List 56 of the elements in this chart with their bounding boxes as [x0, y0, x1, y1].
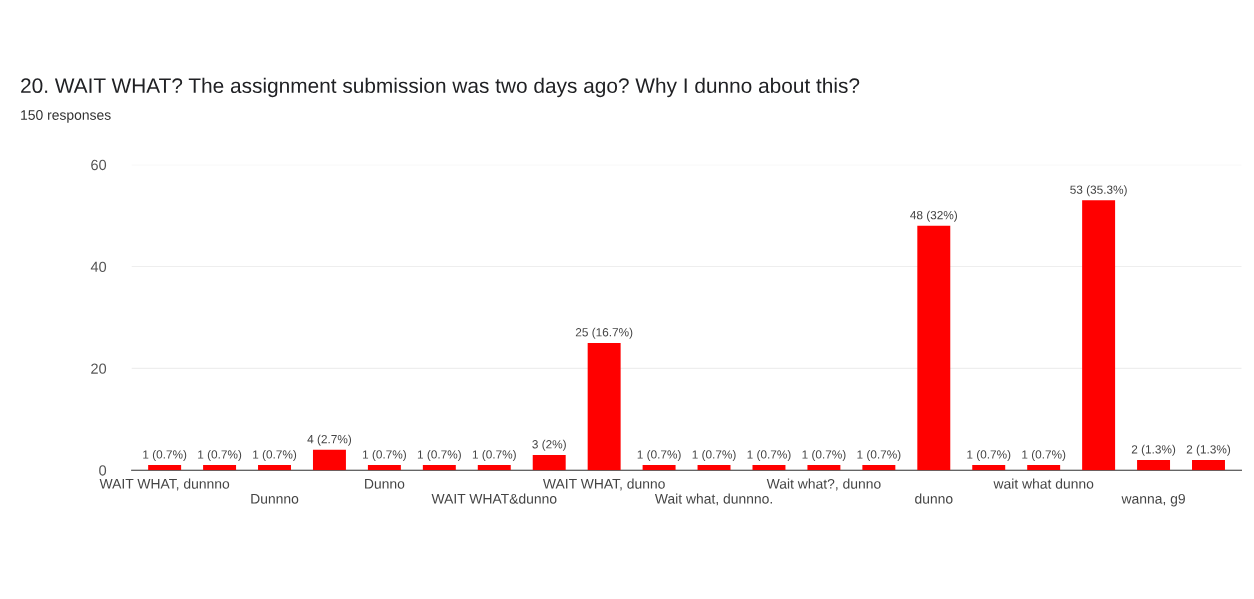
- x-tick-label: Wait what?, dunno: [766, 478, 881, 491]
- x-tick-label: Dunno: [365, 479, 405, 489]
- bar: [917, 225, 951, 471]
- data-label: 1 (0.7%): [967, 449, 1011, 461]
- y-tick-label: 60: [91, 159, 107, 171]
- y-tick-label: 0: [99, 465, 107, 476]
- data-label: 1 (0.7%): [472, 449, 516, 461]
- chart-title: 20. WAIT WHAT? The assignment submission was two days ago? Why I dunno about this?: [21, 77, 860, 98]
- data-label: 4 (2.7%): [307, 434, 352, 446]
- bar: [477, 465, 511, 471]
- x-tick-label: wanna, g9: [1121, 493, 1185, 507]
- data-label: 3 (2%): [532, 439, 566, 451]
- y-tick-label: 20: [91, 363, 107, 374]
- bar: [422, 465, 456, 471]
- data-label: 1 (0.7%): [692, 449, 736, 461]
- bar: [642, 465, 676, 471]
- data-label: 2 (1.3%): [1131, 444, 1176, 456]
- x-tick-label: dunno: [915, 493, 953, 504]
- bar: [972, 465, 1006, 471]
- x-tick-label: Wait what, dunnno.: [654, 493, 772, 506]
- bar: [752, 465, 786, 471]
- bar: [1192, 460, 1225, 471]
- x-tick-label: WAIT WHAT, dunnno: [99, 478, 230, 491]
- chart-subtitle: 150 responses: [21, 110, 111, 123]
- data-label: 25 (16.7%): [575, 327, 633, 339]
- bar: [148, 465, 182, 471]
- data-label: 1 (0.7%): [143, 449, 187, 461]
- bar: [203, 465, 237, 471]
- bar: [807, 465, 841, 471]
- bar: [587, 342, 621, 471]
- data-label: 1 (0.7%): [1022, 449, 1066, 461]
- data-label: 48 (32%): [910, 210, 958, 222]
- x-tick-label: wait what dunno: [993, 478, 1094, 489]
- data-label: 2 (1.3%): [1186, 444, 1231, 456]
- data-label: 1 (0.7%): [362, 449, 406, 461]
- x-tick-label: WAIT WHAT&dunno: [431, 493, 557, 504]
- bar: [1027, 465, 1061, 471]
- data-label: 1 (0.7%): [198, 449, 242, 461]
- bar: [532, 454, 566, 471]
- bar: [312, 449, 346, 471]
- data-label: 1 (0.7%): [637, 449, 681, 461]
- bar: [258, 465, 291, 471]
- bar: [697, 465, 731, 471]
- data-label: 1 (0.7%): [417, 449, 461, 461]
- data-label: 1 (0.7%): [857, 449, 901, 461]
- bar: [862, 465, 896, 471]
- data-label: 1 (0.7%): [253, 449, 297, 461]
- y-tick-label: 40: [90, 261, 107, 272]
- bar: [367, 465, 401, 471]
- data-label: 1 (0.7%): [802, 449, 846, 461]
- x-tick-label: WAIT WHAT, dunno: [542, 478, 665, 491]
- x-tick-label: Dunnno: [251, 494, 299, 504]
- data-label: 53 (35.3%): [1070, 185, 1127, 197]
- bar: [1137, 460, 1171, 471]
- data-label: 1 (0.7%): [747, 449, 791, 461]
- bar: [1082, 200, 1116, 471]
